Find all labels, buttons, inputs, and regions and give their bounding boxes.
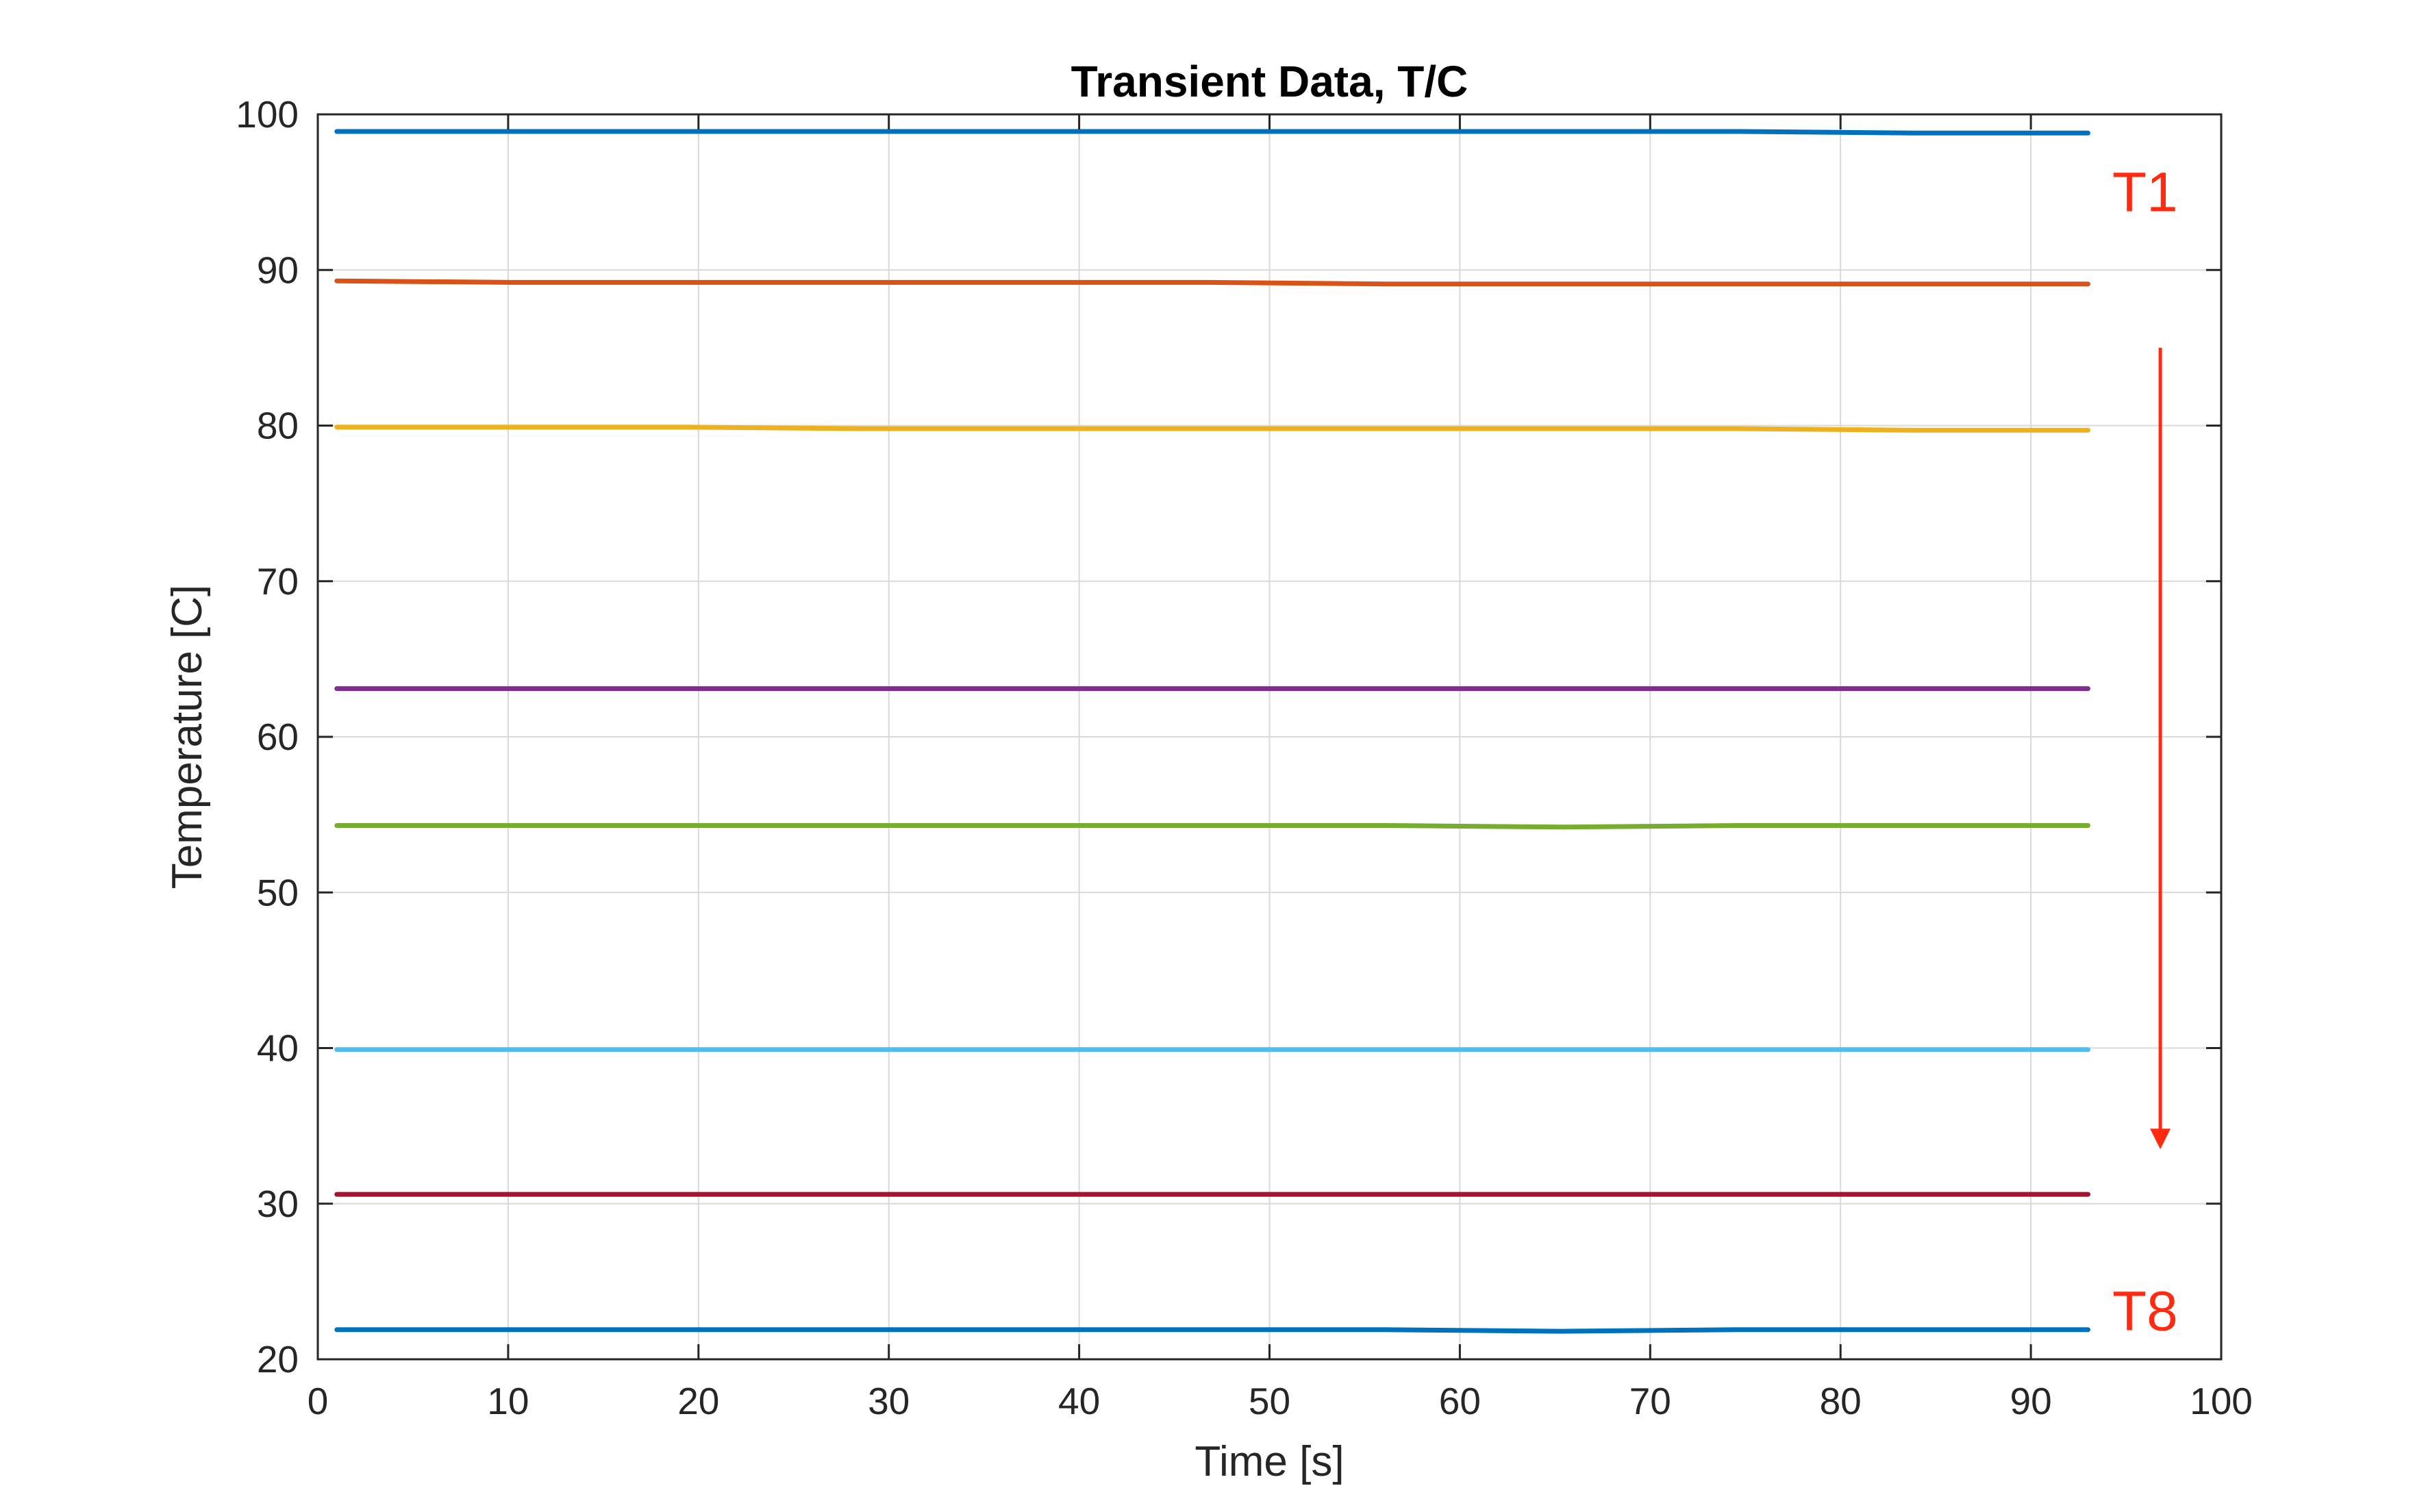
x-tick-label: 50 [1249,1380,1290,1422]
y-tick-label: 90 [257,249,299,291]
y-tick-label: 70 [257,560,299,603]
y-tick-label: 60 [257,716,299,758]
x-tick-label: 20 [677,1380,719,1422]
y-tick-label: 50 [257,871,299,914]
x-tick-label: 0 [308,1380,329,1422]
y-tick-label: 100 [236,93,299,136]
series-line-1 [334,129,2090,136]
x-tick-label: 40 [1058,1380,1100,1422]
annotation-t1: T1 [2112,161,2178,223]
x-tick-label: 60 [1439,1380,1481,1422]
series-line-8 [334,1327,2090,1334]
series-line-2 [334,278,2090,287]
y-tick-label: 80 [257,405,299,447]
chart-title: Transient Data, T/C [1071,57,1468,106]
annotation-t8: T8 [2112,1280,2178,1342]
series-line-3 [334,425,2090,433]
axis-ticks: 0 10 20 30 40 50 60 70 80 90 100 20 30 40 50 60 70 80 90 10… [236,93,2253,1422]
x-tick-label: 10 [487,1380,529,1422]
x-tick-label: 80 [1820,1380,1862,1422]
x-tick-label: 90 [2010,1380,2052,1422]
y-tick-label: 40 [257,1027,299,1070]
x-tick-label: 100 [2190,1380,2253,1422]
y-axis-label: Temperature [C] [164,585,211,890]
y-tick-label: 30 [257,1183,299,1225]
arrow-head [2150,1129,2171,1150]
series-layer [334,129,2090,1334]
x-tick-label: 30 [868,1380,910,1422]
x-tick-label: 70 [1629,1380,1671,1422]
x-axis-label: Time [s] [1195,1438,1344,1485]
annotations: T1 T8 [2112,161,2178,1342]
y-tick-label: 20 [257,1338,299,1381]
series-line-5 [334,823,2090,830]
